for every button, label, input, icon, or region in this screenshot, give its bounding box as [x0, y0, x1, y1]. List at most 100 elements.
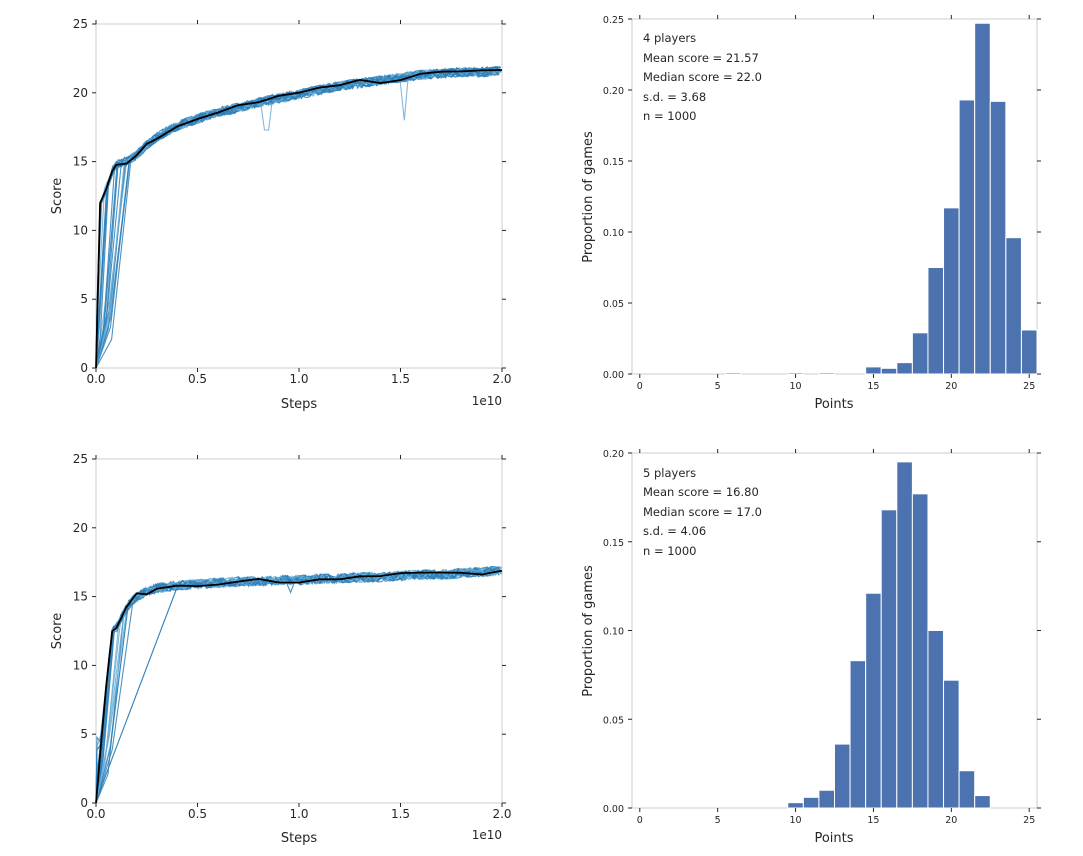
- y-tick-label: 0.00: [603, 370, 624, 381]
- histogram-bar: [911, 332, 929, 375]
- x-tick-label: 1.5: [391, 807, 410, 821]
- training-run-line: [95, 568, 501, 804]
- y-ticks: 0.00 0.05 0.10 0.15 0.20 0.25: [603, 15, 1041, 381]
- x-tick-label: 0.0: [86, 372, 105, 386]
- training-run-line: [95, 566, 499, 804]
- histogram-bar: [958, 99, 976, 375]
- x-tick-label: 25: [1023, 815, 1035, 826]
- histogram-bar: [880, 367, 898, 375]
- x-axis-label: Points: [814, 397, 853, 412]
- y-tick-label: 0.15: [603, 538, 624, 549]
- y-axis-label: Score: [50, 178, 65, 214]
- training-run-line: [95, 66, 501, 369]
- x-tick-label: 15: [867, 815, 879, 826]
- x-ticks: 0 5 10 15 20 25: [637, 15, 1035, 392]
- y-tick-label: 0.15: [603, 157, 624, 168]
- training-run-line: [95, 66, 499, 369]
- x-tick-label: 0: [637, 381, 643, 392]
- annotation-sd: s.d. = 3.68: [643, 90, 706, 104]
- training-run-line: [95, 567, 503, 804]
- x-tick-label: 0.5: [188, 807, 207, 821]
- x-multiplier-label: 1e10: [472, 394, 502, 408]
- training-run-line: [95, 583, 198, 804]
- annotation-players: 5 players: [643, 466, 696, 480]
- histogram-bar: [958, 770, 976, 809]
- y-axis-label: Score: [50, 613, 65, 649]
- x-tick-label: 25: [1023, 381, 1035, 392]
- training-run-line: [95, 65, 500, 369]
- histogram-bar: [787, 372, 804, 375]
- x-tick-label: 10: [790, 815, 802, 826]
- x-tick-label: 5: [715, 381, 721, 392]
- x-tick-label: 10: [790, 381, 802, 392]
- y-tick-label: 25: [73, 452, 88, 466]
- stats-annotation: 5 players Mean score = 16.80 Median scor…: [643, 466, 762, 558]
- x-ticks: 0.0 0.5 1.0 1.5 2.0: [86, 455, 512, 821]
- histogram-bars: [787, 461, 991, 809]
- training-run-line: [95, 66, 500, 369]
- training-run-line: [95, 567, 500, 804]
- y-tick-label: 0.10: [603, 228, 624, 239]
- annotation-sd: s.d. = 4.06: [643, 524, 706, 538]
- y-tick-label: 20: [73, 521, 88, 535]
- x-tick-label: 0.0: [86, 807, 105, 821]
- histogram-bar: [818, 789, 836, 809]
- histogram-bar: [896, 362, 913, 375]
- x-tick-label: 1.0: [289, 807, 308, 821]
- training-run-line: [95, 567, 503, 804]
- y-axis-label: Proportion of games: [581, 565, 596, 697]
- training-run-line: [95, 567, 501, 804]
- x-tick-label: 1.5: [391, 372, 410, 386]
- y-tick-label: 5: [80, 292, 88, 306]
- histogram-chart-5p: 0.00 0.05 0.10 0.15 0.20 0 5 10 15 20 25 Points P…: [581, 449, 1041, 846]
- histogram-bar: [927, 267, 945, 375]
- training-run-line: [95, 566, 501, 804]
- training-run-line: [95, 566, 500, 804]
- training-run-line: [95, 567, 500, 804]
- training-run-line: [95, 566, 500, 804]
- training-run-line: [95, 567, 502, 804]
- annotation-median: Median score = 22.0: [643, 70, 762, 84]
- training-run-line: [95, 66, 499, 369]
- x-tick-label: 2.0: [492, 372, 511, 386]
- training-run-line: [95, 566, 500, 804]
- training-run-line: [95, 67, 499, 369]
- annotation-median: Median score = 17.0: [643, 505, 762, 519]
- training-run-line: [95, 68, 501, 369]
- y-ticks: 0 5 10 15 20 25: [73, 17, 506, 375]
- x-axis-label: Steps: [281, 397, 318, 412]
- plot-area: [95, 458, 503, 804]
- y-tick-label: 0.00: [603, 804, 624, 815]
- y-tick-label: 5: [80, 727, 88, 741]
- y-tick-label: 25: [73, 17, 88, 31]
- training-run-line: [95, 66, 499, 369]
- y-tick-label: 0.20: [603, 86, 624, 97]
- histogram-bar: [989, 100, 1007, 375]
- y-tick-label: 15: [73, 590, 88, 604]
- training-run-line: [95, 567, 499, 804]
- annotation-n: n = 1000: [643, 109, 697, 123]
- x-tick-label: 20: [945, 381, 957, 392]
- x-tick-label: 1.0: [289, 372, 308, 386]
- training-run-line: [95, 66, 500, 369]
- training-run-line: [95, 68, 499, 369]
- training-run-line: [95, 67, 499, 369]
- training-run-line: [95, 565, 500, 804]
- y-tick-label: 0.05: [603, 299, 624, 310]
- training-run-line: [95, 68, 501, 369]
- histogram-bar: [818, 372, 836, 375]
- annotation-n: n = 1000: [643, 544, 697, 558]
- histogram-bar: [1005, 237, 1022, 375]
- y-tick-label: 20: [73, 86, 88, 100]
- training-run-line: [95, 65, 499, 369]
- training-run-line: [95, 66, 503, 369]
- y-tick-label: 0.10: [603, 627, 624, 638]
- mean-score-line: [95, 69, 503, 369]
- x-tick-label: 2.0: [492, 807, 511, 821]
- training-run-line: [95, 566, 501, 804]
- x-tick-label: 15: [867, 381, 879, 392]
- y-ticks: 0 5 10 15 20 25: [73, 452, 506, 810]
- y-tick-label: 0.05: [603, 715, 624, 726]
- training-run-line: [95, 566, 501, 804]
